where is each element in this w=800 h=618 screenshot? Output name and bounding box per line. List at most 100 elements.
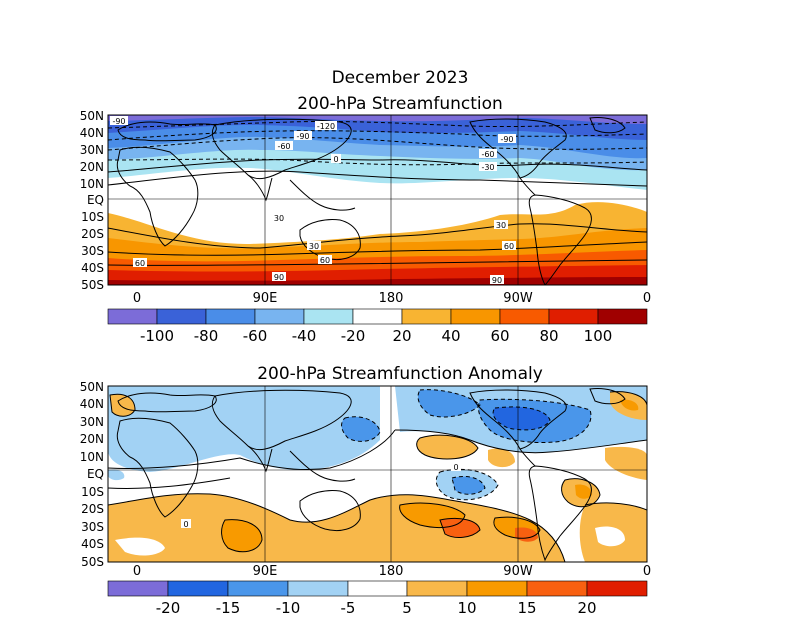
- colorbar-label: 5: [402, 599, 412, 617]
- svg-text:60: 60: [320, 256, 330, 265]
- svg-text:20N: 20N: [80, 432, 104, 446]
- svg-text:0: 0: [133, 291, 141, 306]
- lon-labels: 0 90E 180 90W 0: [133, 291, 651, 306]
- anomaly-shading: 0 0: [108, 386, 647, 562]
- svg-text:50S: 50S: [81, 278, 104, 292]
- lon-labels-2: 0 90E 180 90W 0: [133, 564, 651, 579]
- svg-text:30N: 30N: [80, 143, 104, 157]
- africa-outline: [116, 146, 199, 247]
- contour-label: 90: [272, 272, 286, 282]
- contour-label: -90: [498, 134, 516, 144]
- svg-text:50N: 50N: [80, 109, 104, 123]
- svg-text:-90: -90: [112, 117, 125, 126]
- svg-text:EQ: EQ: [87, 193, 104, 207]
- panel2-title: 200-hPa Streamfunction Anomaly: [257, 364, 543, 384]
- svg-text:60: 60: [135, 259, 145, 268]
- colorbar-label: -80: [194, 327, 219, 345]
- svg-text:20S: 20S: [81, 227, 104, 241]
- svg-text:EQ: EQ: [87, 467, 104, 481]
- svg-text:-60: -60: [277, 142, 290, 151]
- colorbar-label: -15: [216, 599, 241, 617]
- figure-title: December 2023: [331, 68, 469, 88]
- colorbar-label: -5: [341, 599, 356, 617]
- svg-text:40S: 40S: [81, 537, 104, 551]
- australia-outline: [299, 219, 361, 261]
- colorbar-label: -100: [140, 327, 174, 345]
- svg-text:30: 30: [309, 242, 319, 251]
- anomaly-map: 0 0 50N 40N 30N 20N 10N EQ 10S 20S 30S 4…: [80, 380, 651, 617]
- lat-labels-2: 50N 40N 30N 20N 10N EQ 10S 20S 30S 40S 5…: [80, 380, 104, 569]
- colorbar-label: 20: [392, 327, 411, 345]
- svg-text:30N: 30N: [80, 415, 104, 429]
- streamfunction-colorbar: -100 -80 -60 -40 -20 20 40 60 80 100: [107, 308, 648, 345]
- colorbar-label: -20: [156, 599, 181, 617]
- contour-label: 60: [318, 255, 332, 265]
- svg-text:0: 0: [643, 564, 651, 579]
- svg-text:50N: 50N: [80, 380, 104, 394]
- panel1-title: 200-hPa Streamfunction: [297, 94, 503, 114]
- svg-text:-30: -30: [481, 163, 494, 172]
- svg-text:20S: 20S: [81, 502, 104, 516]
- svg-text:0: 0: [643, 291, 651, 306]
- svg-text:30S: 30S: [81, 520, 104, 534]
- svg-text:90: 90: [492, 276, 502, 285]
- svg-text:10S: 10S: [81, 210, 104, 224]
- contour-label: -90: [110, 116, 128, 126]
- svg-text:90E: 90E: [253, 564, 278, 579]
- india-outline: [247, 174, 273, 202]
- svg-text:0: 0: [133, 564, 141, 579]
- colorbar-label: 15: [517, 599, 536, 617]
- contour-label: 30: [494, 220, 508, 230]
- contour-label: 60: [502, 241, 516, 251]
- svg-text:-90: -90: [296, 132, 309, 141]
- contour-label: 60: [133, 258, 147, 268]
- central-america-outline: [519, 177, 536, 196]
- svg-text:90W: 90W: [503, 564, 533, 579]
- svg-text:0: 0: [333, 155, 338, 164]
- contour-label: -60: [479, 149, 497, 159]
- streamfunction-map: -90 -120 -90 -90 -60 -60 -30 0 30 60 30 …: [80, 109, 651, 345]
- svg-text:0: 0: [183, 520, 188, 529]
- svg-text:90: 90: [274, 273, 284, 282]
- svg-text:60: 60: [504, 242, 514, 251]
- greenland-outline: [589, 117, 626, 134]
- svg-text:40N: 40N: [80, 126, 104, 140]
- asia-outline: [211, 118, 352, 180]
- colorbar-label: -40: [292, 327, 317, 345]
- colorbar-label: 60: [490, 327, 509, 345]
- contour-label: -120: [315, 121, 337, 131]
- colorbar-label: 100: [584, 327, 613, 345]
- svg-text:-60: -60: [481, 150, 494, 159]
- svg-text:180: 180: [379, 564, 404, 579]
- svg-text:40N: 40N: [80, 397, 104, 411]
- svg-text:30S: 30S: [81, 244, 104, 258]
- contour-label: 0: [331, 154, 341, 164]
- colorbar-label: 10: [457, 599, 476, 617]
- contour-label: -30: [479, 162, 497, 172]
- svg-text:90W: 90W: [503, 291, 533, 306]
- svg-text:180: 180: [379, 291, 404, 306]
- anomaly-colorbar: -20 -15 -10 -5 5 10 15 20: [107, 580, 648, 617]
- svg-text:50S: 50S: [81, 555, 104, 569]
- svg-text:90E: 90E: [253, 291, 278, 306]
- contour-label: -60: [275, 141, 293, 151]
- streamfunction-shading: -90 -120 -90 -90 -60 -60 -30 0 30 60 30 …: [108, 115, 647, 285]
- contour-label: -90: [294, 131, 312, 141]
- svg-text:0: 0: [453, 463, 458, 472]
- south-america-outline: [528, 194, 592, 285]
- colorbar-label: -20: [341, 327, 366, 345]
- svg-text:30: 30: [496, 221, 506, 230]
- colorbar-label: 20: [577, 599, 596, 617]
- contour-label: 90: [490, 275, 504, 285]
- contour-label: 0: [181, 519, 191, 529]
- colorbar-label: -60: [243, 327, 268, 345]
- se-asia-outline: [289, 179, 356, 211]
- svg-text:10N: 10N: [80, 450, 104, 464]
- contour-label: 0: [451, 462, 461, 472]
- svg-text:40S: 40S: [81, 261, 104, 275]
- svg-text:10S: 10S: [81, 485, 104, 499]
- colorbar-label: -10: [276, 599, 301, 617]
- svg-text:-120: -120: [317, 122, 335, 131]
- svg-text:10N: 10N: [80, 177, 104, 191]
